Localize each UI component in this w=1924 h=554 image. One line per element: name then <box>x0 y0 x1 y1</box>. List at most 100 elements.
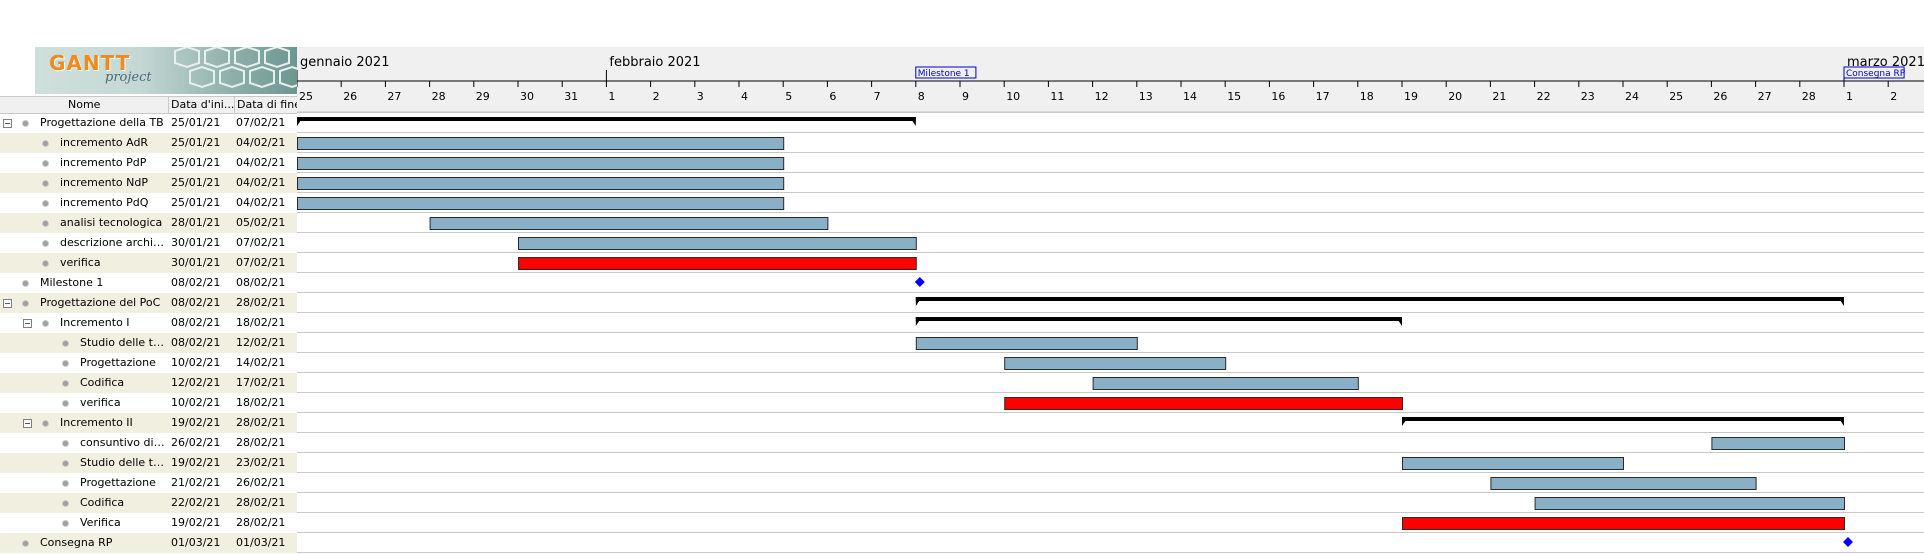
task-start-date[interactable]: 21/02/21 <box>171 476 221 489</box>
task-start-date[interactable]: 08/02/21 <box>171 336 221 349</box>
task-end-date[interactable]: 08/02/21 <box>236 276 286 289</box>
task-start-date[interactable]: 12/02/21 <box>171 376 221 389</box>
task-end-date[interactable]: 28/02/21 <box>236 416 286 429</box>
task-end-date[interactable]: 04/02/21 <box>236 136 286 149</box>
task-row[interactable]: incremento NdP 25/01/21 04/02/21 <box>0 173 297 193</box>
task-end-date[interactable]: 05/02/21 <box>236 216 286 229</box>
task-start-date[interactable]: 22/02/21 <box>171 496 221 509</box>
task-bar[interactable] <box>429 217 829 230</box>
task-row[interactable]: descrizione architettura 30/01/21 07/02/21 <box>0 233 297 253</box>
task-start-date[interactable]: 25/01/21 <box>171 196 221 209</box>
task-start-date[interactable]: 25/01/21 <box>171 176 221 189</box>
task-end-date[interactable]: 28/02/21 <box>236 516 286 529</box>
task-bar[interactable] <box>518 257 917 270</box>
task-row[interactable]: verifica 30/01/21 07/02/21 <box>0 253 297 273</box>
task-name[interactable]: incremento NdP <box>60 176 148 189</box>
task-name[interactable]: Incremento I <box>60 316 130 329</box>
task-name[interactable]: verifica <box>80 396 121 409</box>
task-row[interactable]: Codifica 22/02/21 28/02/21 <box>0 493 297 513</box>
task-name[interactable]: Codifica <box>80 496 125 509</box>
task-start-date[interactable]: 10/02/21 <box>171 356 221 369</box>
task-name[interactable]: Progettazione della TB <box>40 116 164 129</box>
task-bar[interactable] <box>297 177 785 190</box>
task-row[interactable]: Consegna RP 01/03/21 01/03/21 <box>0 533 297 553</box>
task-bar[interactable] <box>518 237 917 250</box>
task-end-date[interactable]: 01/03/21 <box>236 536 286 549</box>
task-start-date[interactable]: 30/01/21 <box>171 236 221 249</box>
task-end-date[interactable]: 18/02/21 <box>236 396 286 409</box>
task-start-date[interactable]: 25/01/21 <box>171 136 221 149</box>
task-name[interactable]: Milestone 1 <box>40 276 104 289</box>
collapse-toggle-icon[interactable]: − <box>3 119 12 128</box>
task-start-date[interactable]: 19/02/21 <box>171 456 221 469</box>
milestone-diamond[interactable] <box>1843 537 1853 547</box>
task-name[interactable]: Consegna RP <box>40 536 113 549</box>
task-start-date[interactable]: 25/01/21 <box>171 116 221 129</box>
task-row[interactable]: Studio delle tecnologie 19/02/21 23/02/21 <box>0 453 297 473</box>
summary-bar[interactable] <box>915 317 1402 321</box>
task-start-date[interactable]: 26/02/21 <box>171 436 221 449</box>
task-row[interactable]: − Incremento I 08/02/21 18/02/21 <box>0 313 297 333</box>
task-row[interactable]: incremento PdQ 25/01/21 04/02/21 <box>0 193 297 213</box>
task-row[interactable]: verifica 10/02/21 18/02/21 <box>0 393 297 413</box>
task-bar[interactable] <box>1092 377 1359 390</box>
task-name[interactable]: Studio delle tecnologie <box>80 336 166 349</box>
task-name[interactable]: descrizione architettura <box>60 236 166 249</box>
task-name[interactable]: Incremento II <box>60 416 133 429</box>
task-row[interactable]: − Progettazione del PoC 08/02/21 28/02/21 <box>0 293 297 313</box>
task-bar[interactable] <box>1004 397 1403 410</box>
column-header-name[interactable]: Nome <box>68 98 101 111</box>
task-name[interactable]: Verifica <box>80 516 121 529</box>
task-row[interactable]: − Incremento II 19/02/21 28/02/21 <box>0 413 297 433</box>
task-end-date[interactable]: 28/02/21 <box>236 296 286 309</box>
task-bar[interactable] <box>1711 437 1846 450</box>
task-bar[interactable] <box>1534 497 1845 510</box>
task-name[interactable]: Codifica <box>80 376 125 389</box>
task-bar[interactable] <box>1004 357 1227 370</box>
task-end-date[interactable]: 04/02/21 <box>236 176 286 189</box>
task-row[interactable]: incremento AdR 25/01/21 04/02/21 <box>0 133 297 153</box>
task-row[interactable]: Progettazione 21/02/21 26/02/21 <box>0 473 297 493</box>
task-start-date[interactable]: 25/01/21 <box>171 156 221 169</box>
task-end-date[interactable]: 04/02/21 <box>236 156 286 169</box>
task-row[interactable]: Studio delle tecnologie 08/02/21 12/02/21 <box>0 333 297 353</box>
task-name[interactable]: Progettazione del PoC <box>40 296 161 309</box>
summary-bar[interactable] <box>915 297 1844 301</box>
task-name[interactable]: Progettazione <box>80 476 156 489</box>
task-start-date[interactable]: 28/01/21 <box>171 216 221 229</box>
task-row[interactable]: Codifica 12/02/21 17/02/21 <box>0 373 297 393</box>
task-row[interactable]: analisi tecnologica 28/01/21 05/02/21 <box>0 213 297 233</box>
task-bar[interactable] <box>297 157 785 170</box>
task-end-date[interactable]: 07/02/21 <box>236 116 286 129</box>
task-end-date[interactable]: 04/02/21 <box>236 196 286 209</box>
task-name[interactable]: verifica <box>60 256 101 269</box>
collapse-toggle-icon[interactable]: − <box>23 319 32 328</box>
task-bar[interactable] <box>297 197 785 210</box>
task-name[interactable]: analisi tecnologica <box>60 216 163 229</box>
task-bar[interactable] <box>915 337 1138 350</box>
task-bar[interactable] <box>1490 477 1757 490</box>
task-start-date[interactable]: 08/02/21 <box>171 276 221 289</box>
task-row[interactable]: Milestone 1 08/02/21 08/02/21 <box>0 273 297 293</box>
task-name[interactable]: incremento AdR <box>60 136 149 149</box>
column-header-start[interactable]: Data d'ini... <box>168 97 236 113</box>
task-end-date[interactable]: 07/02/21 <box>236 236 286 249</box>
collapse-toggle-icon[interactable]: − <box>23 419 32 428</box>
task-start-date[interactable]: 08/02/21 <box>171 296 221 309</box>
task-name[interactable]: Progettazione <box>80 356 156 369</box>
task-end-date[interactable]: 28/02/21 <box>236 496 286 509</box>
summary-bar[interactable] <box>297 117 916 121</box>
task-start-date[interactable]: 30/01/21 <box>171 256 221 269</box>
task-name[interactable]: Studio delle tecnologie <box>80 456 166 469</box>
task-start-date[interactable]: 10/02/21 <box>171 396 221 409</box>
task-start-date[interactable]: 08/02/21 <box>171 316 221 329</box>
task-start-date[interactable]: 01/03/21 <box>171 536 221 549</box>
task-end-date[interactable]: 28/02/21 <box>236 436 286 449</box>
task-end-date[interactable]: 12/02/21 <box>236 336 286 349</box>
task-end-date[interactable]: 23/02/21 <box>236 456 286 469</box>
task-start-date[interactable]: 19/02/21 <box>171 416 221 429</box>
task-row[interactable]: Progettazione 10/02/21 14/02/21 <box>0 353 297 373</box>
task-end-date[interactable]: 26/02/21 <box>236 476 286 489</box>
task-row[interactable]: − Progettazione della TB 25/01/21 07/02/21 <box>0 113 297 133</box>
task-bar[interactable] <box>297 137 785 150</box>
